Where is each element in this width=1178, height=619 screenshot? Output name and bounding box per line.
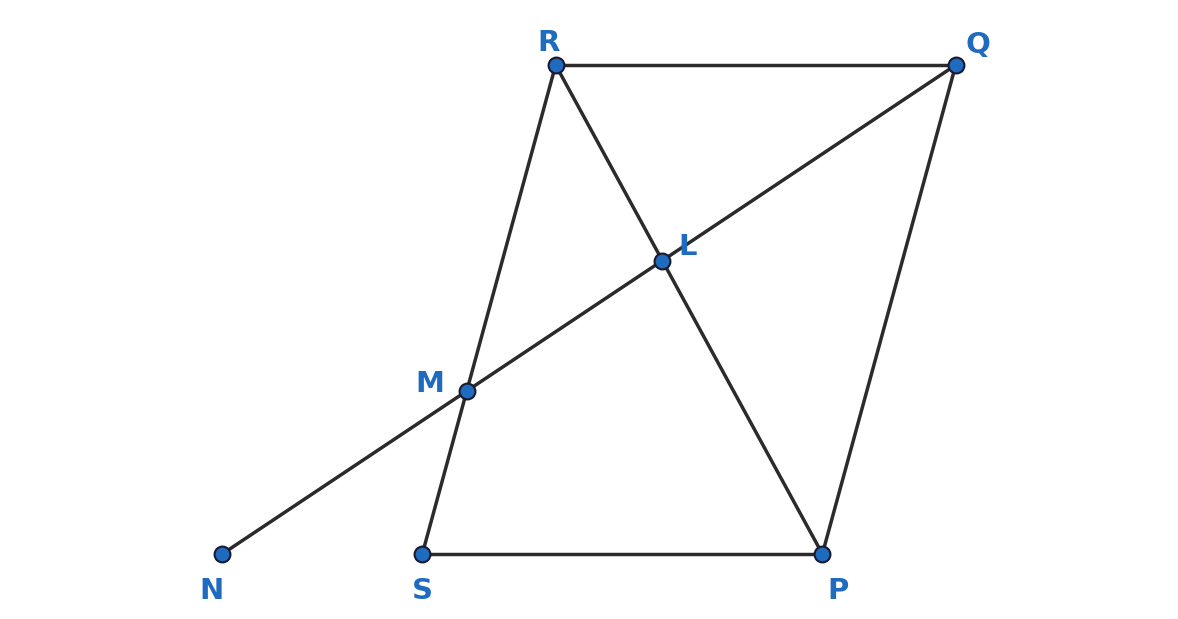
Point (813, 549, 832, 559)
Text: N: N (199, 578, 224, 605)
Text: L: L (679, 233, 696, 261)
Text: S: S (412, 578, 432, 605)
Text: M: M (415, 370, 444, 398)
Point (412, 549, 431, 559)
Point (946, 60, 965, 70)
Point (653, 256, 671, 266)
Text: P: P (828, 578, 849, 605)
Point (547, 60, 565, 70)
Point (213, 549, 232, 559)
Text: Q: Q (966, 32, 991, 59)
Point (457, 386, 476, 396)
Text: R: R (537, 29, 560, 57)
